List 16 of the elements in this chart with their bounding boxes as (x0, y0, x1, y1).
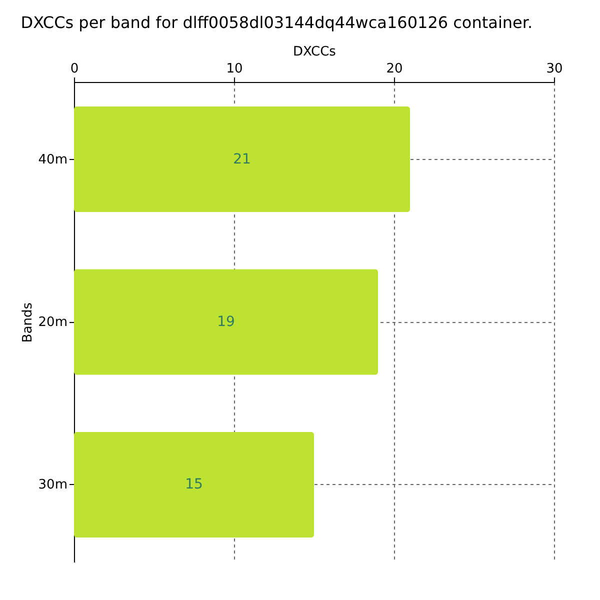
bar (74, 269, 378, 375)
chart-title: DXCCs per band for dlff0058dl03144dq44wca160126 container. (20, 13, 533, 32)
x-tick-label: 30 (546, 62, 563, 76)
x-tick-label: 0 (70, 62, 79, 76)
bar (74, 432, 314, 538)
data-label: 21 (233, 151, 251, 168)
data-label: 15 (185, 476, 203, 493)
x-axis-title: DXCCs (293, 44, 336, 60)
x-tick-label: 10 (226, 62, 243, 76)
y-axis-title: Bands (20, 302, 36, 343)
y-tick-label: 30m (38, 478, 68, 493)
y-tick-label: 40m (38, 152, 68, 168)
y-tick-label: 20m (38, 315, 68, 330)
x-tick-label: 20 (386, 62, 403, 76)
data-label: 19 (217, 314, 235, 330)
bar (74, 106, 410, 212)
